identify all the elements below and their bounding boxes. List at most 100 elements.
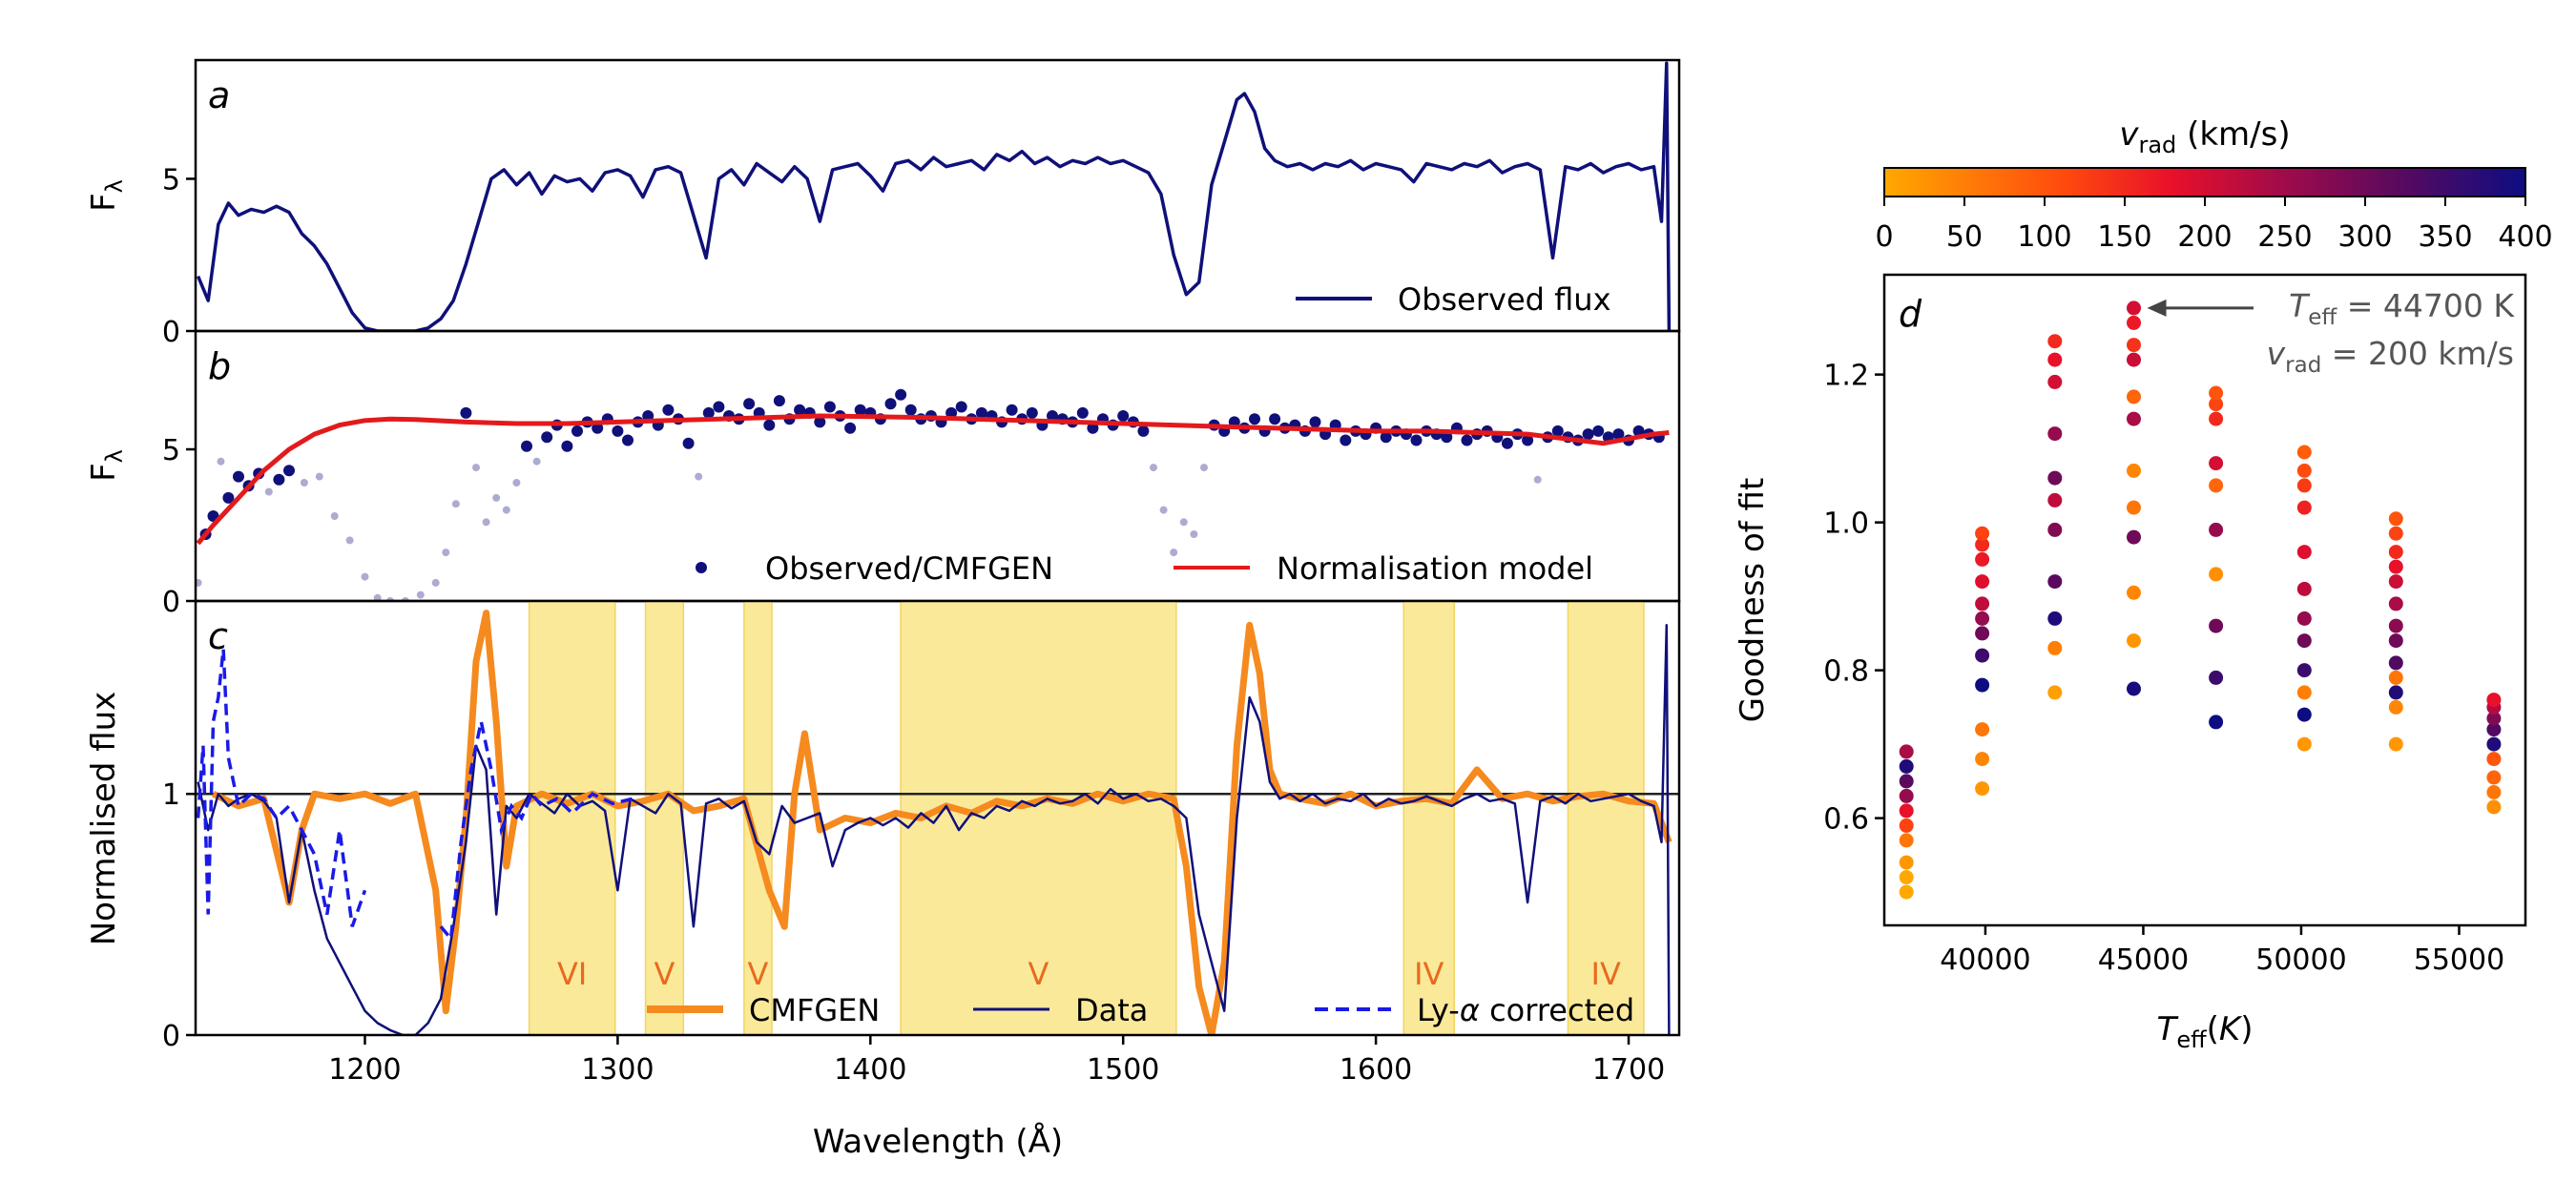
- colorbar-tick-label: 50: [1946, 220, 1983, 254]
- ion-band-label: V: [747, 956, 768, 992]
- point-goodness-of-fit: [1975, 722, 1990, 737]
- point-observed-cmfgen: [823, 401, 836, 413]
- point-observed-cmfgen: [482, 518, 490, 527]
- point-goodness-of-fit: [2486, 770, 2502, 785]
- point-goodness-of-fit: [2047, 685, 2063, 700]
- y-tick-label: 5: [162, 434, 180, 467]
- point-goodness-of-fit: [1899, 788, 1914, 803]
- point-goodness-of-fit: [1975, 626, 1990, 641]
- point-observed-cmfgen: [233, 470, 244, 483]
- point-goodness-of-fit: [1899, 744, 1914, 759]
- point-observed-cmfgen: [472, 464, 480, 472]
- point-goodness-of-fit: [1975, 537, 1990, 552]
- ion-band-label: IV: [1414, 956, 1444, 992]
- point-observed-cmfgen: [541, 431, 553, 444]
- point-goodness-of-fit: [1975, 611, 1990, 626]
- panel-d-y-axis: 0.6 0.8 1.0 1.2: [1823, 360, 1884, 837]
- point-goodness-of-fit: [1899, 774, 1914, 789]
- point-observed-cmfgen: [512, 479, 521, 487]
- point-observed-cmfgen: [431, 578, 440, 587]
- point-goodness-of-fit: [2388, 699, 2403, 715]
- point-goodness-of-fit: [2127, 389, 2141, 404]
- panel-d-plot-area: [1899, 300, 2502, 900]
- point-goodness-of-fit: [2209, 567, 2224, 582]
- point-goodness-of-fit: [1899, 818, 1914, 833]
- point-goodness-of-fit: [2047, 470, 2063, 486]
- ion-band: [528, 601, 616, 1035]
- legend-swatch-observed-cmfgen: [696, 562, 707, 573]
- point-observed-cmfgen: [521, 440, 532, 452]
- point-goodness-of-fit: [2388, 511, 2403, 527]
- point-observed-cmfgen: [622, 434, 634, 446]
- point-goodness-of-fit: [1975, 677, 1990, 693]
- point-observed-cmfgen: [1006, 404, 1018, 416]
- point-observed-cmfgen: [612, 425, 624, 437]
- panel-a-plot-area: [196, 61, 1672, 331]
- panel-c-xlabel: Wavelength (Å): [813, 1122, 1063, 1161]
- point-goodness-of-fit: [2486, 785, 2502, 799]
- point-observed-cmfgen: [975, 406, 987, 419]
- y-tick-label: 0: [162, 316, 180, 349]
- point-observed-cmfgen: [592, 422, 604, 434]
- panel-c-ylabel: Normalised flux: [85, 692, 123, 946]
- colorbar-tick-label: 400: [2498, 220, 2552, 254]
- point-goodness-of-fit: [2486, 799, 2502, 815]
- point-observed-cmfgen: [442, 549, 450, 557]
- point-goodness-of-fit: [1975, 781, 1990, 797]
- panel-c-x-axis: 1200 1300 1400 1500 1600 1700: [328, 1035, 1665, 1087]
- colorbar-gradient: [1883, 167, 2526, 197]
- point-observed-cmfgen: [682, 437, 695, 449]
- point-observed-cmfgen: [1461, 434, 1473, 446]
- point-goodness-of-fit: [2127, 529, 2141, 545]
- point-observed-cmfgen: [273, 473, 285, 486]
- point-goodness-of-fit: [2047, 522, 2063, 537]
- point-goodness-of-fit: [2486, 711, 2502, 726]
- ion-band-label: IV: [1591, 956, 1621, 992]
- point-goodness-of-fit: [1899, 758, 1914, 774]
- point-observed-cmfgen: [373, 593, 382, 601]
- point-goodness-of-fit: [2388, 596, 2403, 611]
- point-observed-cmfgen: [763, 419, 776, 431]
- ion-band: [1402, 601, 1455, 1035]
- point-goodness-of-fit: [2296, 633, 2312, 649]
- point-goodness-of-fit: [2127, 338, 2141, 353]
- point-observed-cmfgen: [1309, 416, 1321, 428]
- panel-b-plot-area: [196, 388, 1670, 601]
- colorbar-ticks: 0 50 100 150 200 250 300 350 400: [1875, 197, 2553, 254]
- point-goodness-of-fit: [2047, 374, 2063, 389]
- x-tick-label: 1200: [328, 1053, 401, 1087]
- point-goodness-of-fit: [1899, 855, 1914, 870]
- point-observed-cmfgen: [662, 404, 675, 416]
- point-observed-cmfgen: [1380, 431, 1392, 444]
- colorbar-tick-label: 200: [2177, 220, 2232, 254]
- x-tick-label: 1400: [834, 1053, 906, 1087]
- x-tick-label: 1300: [581, 1053, 654, 1087]
- point-observed-cmfgen: [1269, 413, 1281, 425]
- point-observed-cmfgen: [1190, 530, 1198, 538]
- series-cmfgen: [211, 610, 1672, 1035]
- point-goodness-of-fit: [2296, 445, 2312, 460]
- point-observed-cmfgen: [1522, 434, 1534, 446]
- point-observed-cmfgen: [1076, 406, 1089, 419]
- point-goodness-of-fit: [2209, 618, 2224, 633]
- point-observed-cmfgen: [695, 472, 703, 481]
- ion-band: [1567, 601, 1645, 1035]
- point-goodness-of-fit: [2388, 618, 2403, 633]
- point-observed-cmfgen: [315, 472, 323, 481]
- panel-c-ion-bands: VI V V V IV IV: [528, 601, 1645, 1035]
- point-goodness-of-fit: [2047, 640, 2063, 655]
- x-tick-label: 1500: [1087, 1053, 1159, 1087]
- point-goodness-of-fit: [2296, 707, 2312, 722]
- point-goodness-of-fit: [1899, 884, 1914, 900]
- y-tick-label: 5: [162, 163, 180, 197]
- point-goodness-of-fit: [2388, 633, 2403, 649]
- point-goodness-of-fit: [2209, 478, 2224, 493]
- point-observed-cmfgen: [451, 500, 460, 508]
- point-observed-cmfgen: [1441, 431, 1453, 444]
- point-observed-cmfgen: [1200, 464, 1208, 472]
- point-observed-cmfgen: [702, 406, 715, 419]
- series-data: [197, 624, 1671, 1035]
- point-goodness-of-fit: [2486, 693, 2502, 708]
- point-goodness-of-fit: [2047, 611, 2063, 626]
- x-tick-label: 1700: [1592, 1053, 1665, 1087]
